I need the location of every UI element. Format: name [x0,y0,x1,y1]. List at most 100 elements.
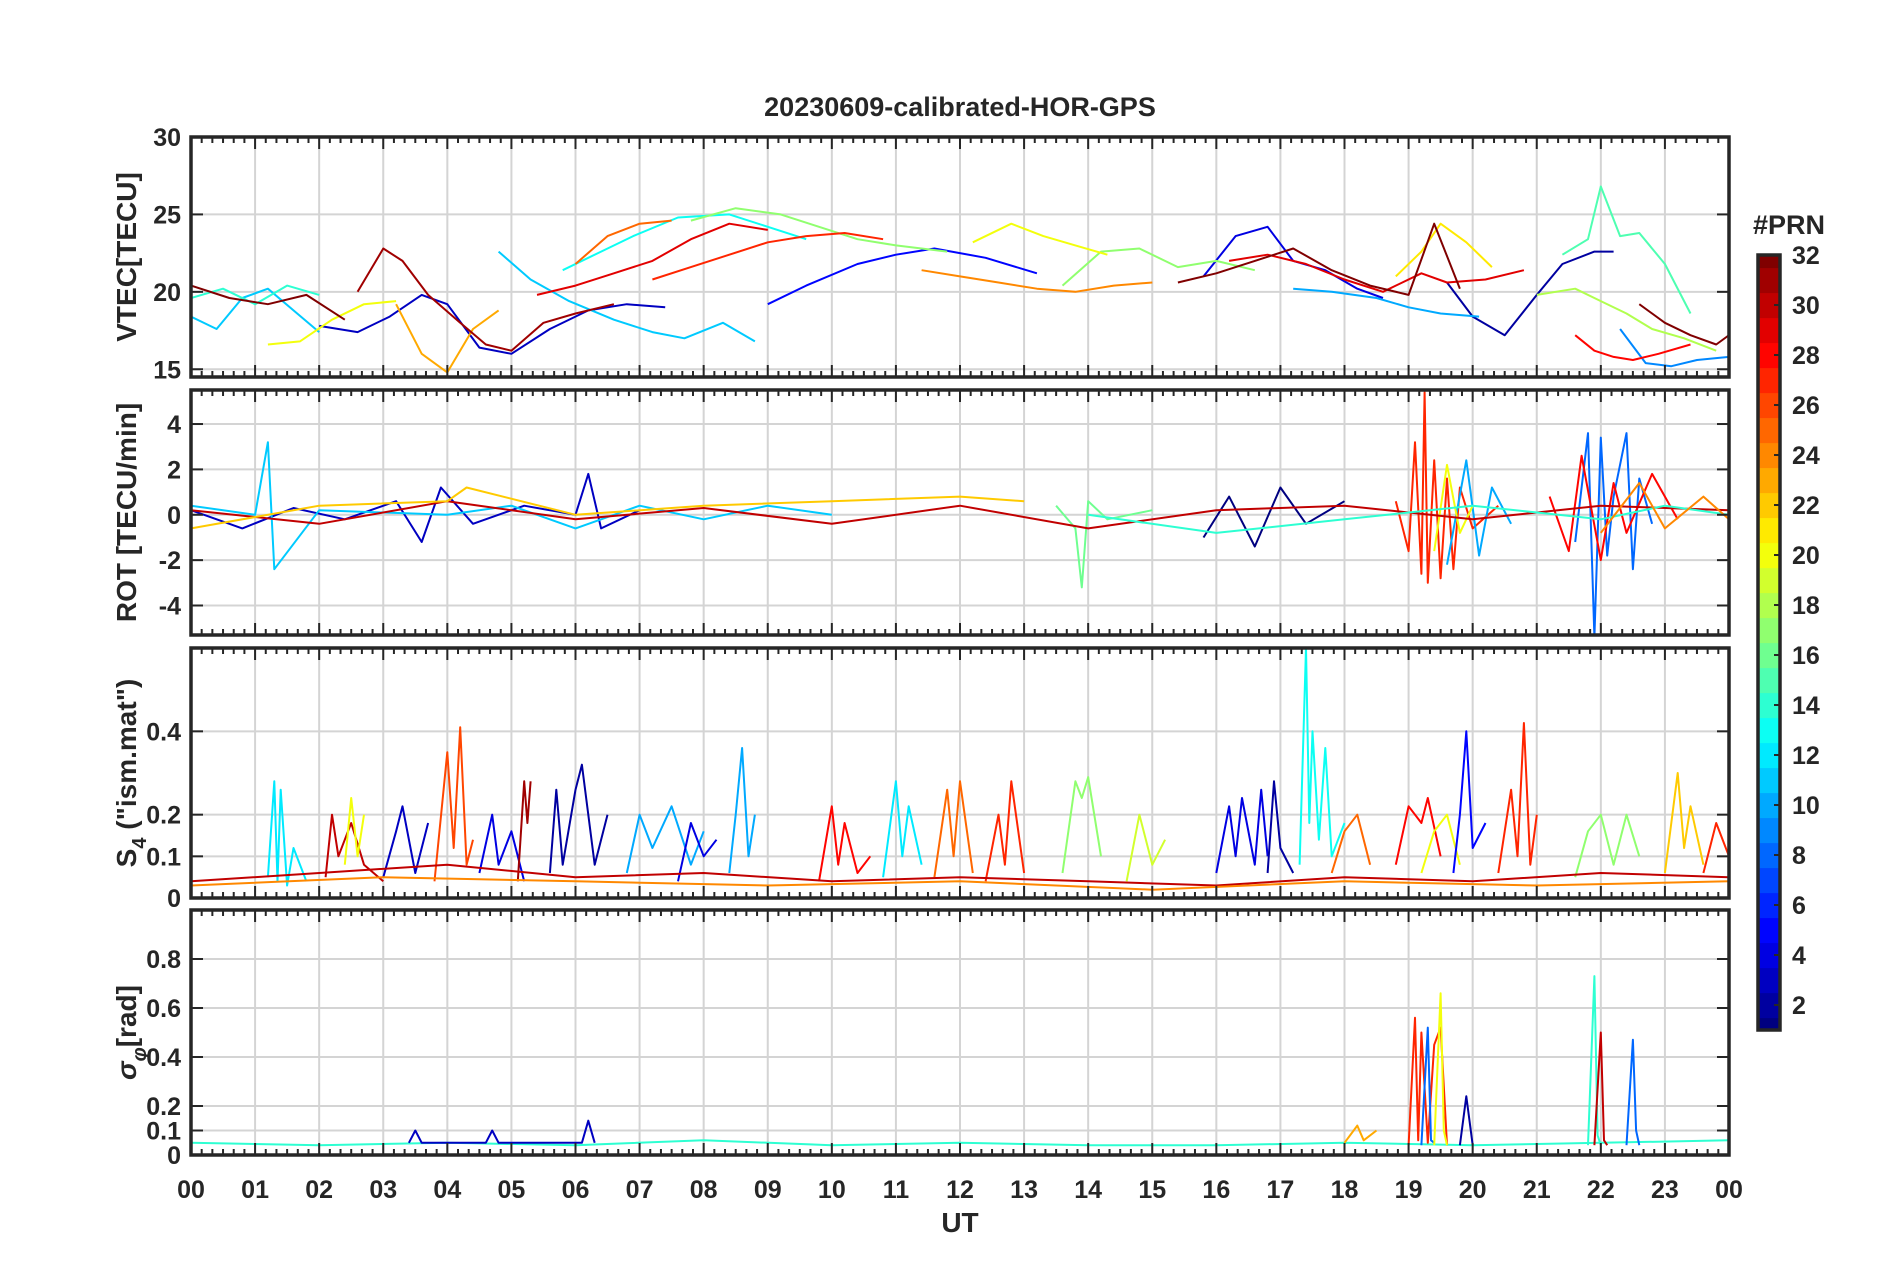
colorbar-band [1758,267,1780,294]
trace-prn-10 [728,747,756,874]
trace-prn-5 [1452,730,1487,874]
panel-s4: 00.10.20.4S4 ("ism.mat") [111,646,1731,913]
colorbar-band [1758,817,1780,844]
colorbar-tick-label: 10 [1792,792,1820,820]
y-axis-label-main: S [111,849,142,868]
traces [191,185,1729,374]
trace-prn-32 [1177,222,1461,296]
y-axis-label: σφ[rad] [111,985,151,1080]
trace-prn-3 [319,293,666,355]
chart-title: 20230609-calibrated-HOR-GPS [764,92,1156,122]
trace-prn-4 [677,822,718,882]
y-axis-label-main: σ [111,1060,142,1080]
trace-prn-31 [516,780,532,882]
trace-prn-8 [1574,432,1654,635]
trace-prn-17 [1061,776,1102,874]
colorbar-frame [1756,253,1782,1032]
trace-prn-24 [191,876,1729,891]
trace-prn-1 [1202,486,1346,548]
trace-prn-28 [1548,454,1679,562]
colorbar-band [1758,292,1780,319]
x-tick-label: 00 [177,1176,205,1204]
trace-prn-27 [1394,391,1499,584]
trace-prn-10 [1446,459,1512,565]
colorbar-band [1758,542,1780,569]
x-tick-label: 19 [1395,1176,1423,1204]
x-tick-label: 03 [369,1176,397,1204]
trace-prn-3 [191,472,641,543]
x-tick-label: 20 [1459,1176,1487,1204]
y-axis-label: S4 ("ism.mat") [111,679,151,868]
colorbar-tick-label: 18 [1792,592,1820,620]
trace-prn-20 [267,300,397,346]
x-tick-label: 23 [1651,1176,1679,1204]
colorbar-tick-label: 26 [1792,392,1820,420]
x-tick-label: 04 [433,1176,461,1204]
colorbar-band [1758,1017,1780,1031]
colorbar-tick-label: 20 [1792,542,1820,570]
trace-prn-11 [191,287,320,333]
trace-prn-11 [497,250,756,343]
trace-prn-20 [343,797,365,865]
x-tick-label: 02 [305,1176,333,1204]
trace-prn-8 [1420,1026,1435,1146]
panel-sigma_phi: 00.10.2 0.4 0.6 0.8 σφ[rad] [111,908,1731,1170]
trace-prn-12 [882,780,923,878]
colorbar-band [1758,617,1780,644]
y-tick-label: -4 [159,593,181,621]
colorbar-tick-label: 16 [1792,642,1820,670]
x-tick-label: 09 [754,1176,782,1204]
y-tick-label: 15 [153,356,181,384]
colorbar-tick-label: 28 [1792,342,1820,370]
x-tick-label: 05 [498,1176,526,1204]
trace-prn-13 [562,213,807,272]
colorbar-band [1758,717,1780,744]
y-tick-label: 2 [167,456,181,484]
colorbar-band [1758,917,1780,944]
y-axis-label-subscript: 4 [129,837,151,849]
traces [191,648,1729,891]
trace-prn-24 [921,269,1153,293]
colorbar-band [1758,442,1780,469]
y-tick-label: 0.2 [146,1093,181,1121]
x-tick-label: 07 [626,1176,654,1204]
x-tick-label: 13 [1010,1176,1038,1204]
trace-prn-17 [1061,247,1256,287]
colorbar-band [1758,992,1780,1019]
trace-prn-2 [1458,1095,1474,1146]
y-tick-label: 0.4 [146,1044,181,1072]
trace-prn-15 [1561,185,1692,314]
y-tick-label: 0.8 [146,946,181,974]
colorbar-band [1758,767,1780,794]
trace-prn-28 [818,805,872,882]
colorbar-tick-label: 2 [1792,992,1806,1020]
trace-prn-29 [1228,253,1525,293]
trace-prn-30 [324,813,384,883]
y-tick-label: 0.4 [146,718,181,746]
panel-frame [189,646,1731,900]
trace-prn-32 [1638,303,1729,346]
colorbar-label: #PRN [1753,210,1825,240]
colorbar-band [1758,492,1780,519]
y-tick-label: 0 [167,885,181,913]
x-tick-labels: 00 01 02 03 04 05 06 07 08 09 10 11 12 13 14 15 16 17 18 19… [177,1176,1743,1204]
colorbar-band [1758,342,1780,369]
y-axis-label-subscript: φ [129,1047,151,1061]
trace-prn-27 [652,232,884,281]
trace-prn-11 [191,441,832,571]
trace-prn-3 [408,1119,596,1144]
colorbar-tick-label: 6 [1792,892,1806,920]
colorbar-band [1758,592,1780,619]
traces [191,391,1729,635]
trace-prn-27 [1702,822,1729,874]
colorbar-tick-label: 32 [1792,242,1820,270]
x-tick-label: 12 [946,1176,974,1204]
trace-prn-29 [536,222,768,296]
colorbar-tick-label: 8 [1792,842,1806,870]
y-axis-label-rest: [rad] [111,985,142,1047]
colorbar-band [1758,642,1780,669]
traces [191,975,1729,1147]
colorbar-band [1758,417,1780,444]
